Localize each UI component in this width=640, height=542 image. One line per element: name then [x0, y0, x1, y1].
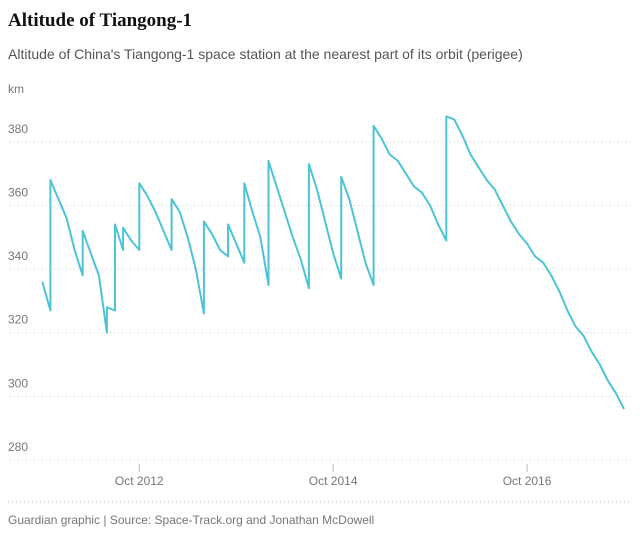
y-tick-label: 360 [8, 185, 28, 199]
x-tick-label: Oct 2014 [309, 474, 358, 488]
y-tick-label: 380 [8, 122, 28, 136]
x-tick-label: Oct 2012 [115, 474, 164, 488]
y-axis-label: km [8, 82, 24, 96]
chart-title: Altitude of Tiangong-1 [8, 10, 192, 31]
series-line [41, 115, 625, 410]
y-tick-label: 300 [8, 376, 28, 390]
source-note: Guardian graphic | Source: Space-Track.o… [8, 513, 374, 527]
y-tick-label: 340 [8, 249, 28, 263]
chart-subtitle: Altitude of China's Tiangong-1 space sta… [8, 46, 523, 62]
x-tick-label: Oct 2016 [503, 474, 552, 488]
y-tick-label: 320 [8, 313, 28, 327]
y-tick-label: 280 [8, 440, 28, 454]
